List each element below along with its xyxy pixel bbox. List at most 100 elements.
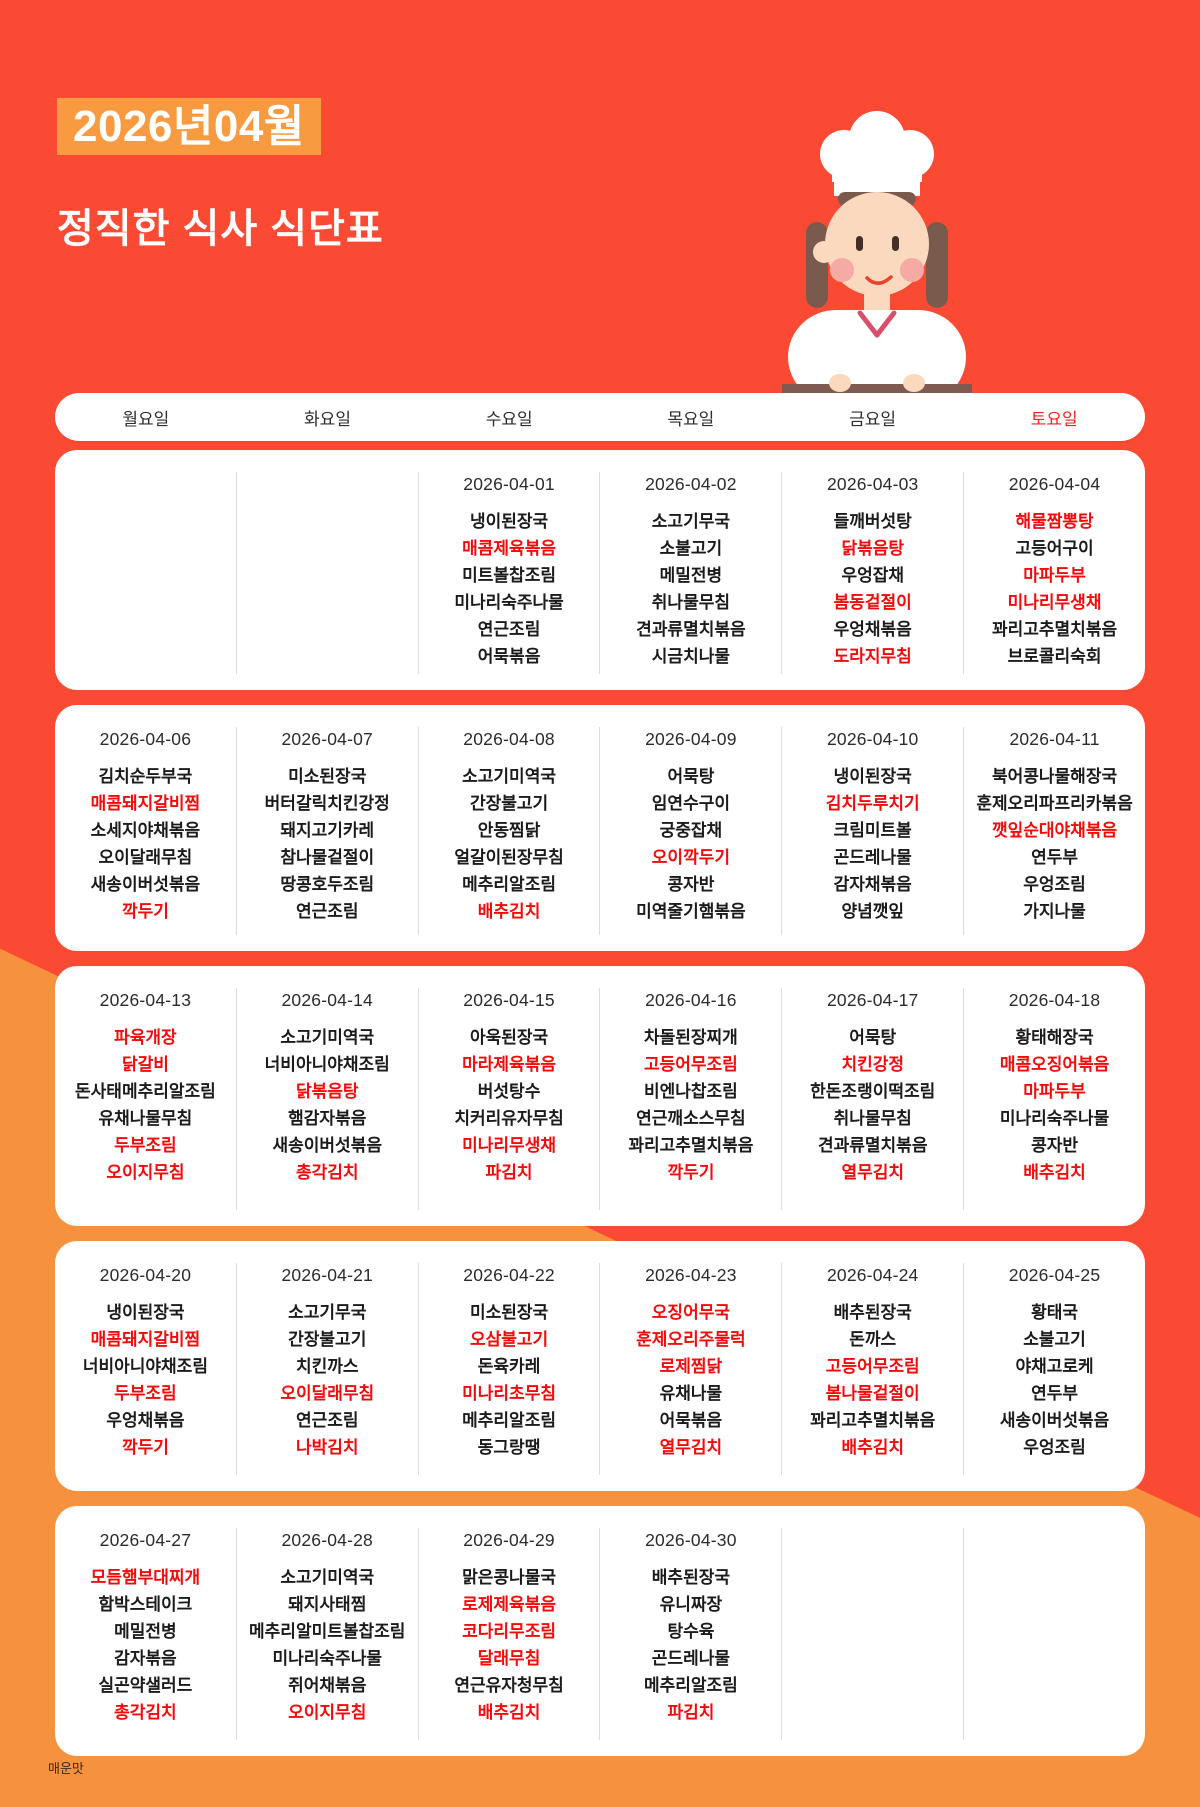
- day-cell: 2026-04-28 소고기미역국 돼지사태찜 메추리알미트볼찹조림 미나리숙주나물 쥐어…: [235, 1528, 418, 1740]
- day-cell: 2026-04-09 어묵탕 임연수구이 궁중잡채 오이깍두기 콩자반 미역줄기햄볶음: [599, 727, 781, 935]
- weekday-label-4: 금요일: [849, 409, 896, 429]
- menu-item: 김치두루치기: [825, 794, 920, 813]
- menu-item: 마파두부: [1023, 1082, 1086, 1101]
- day-cell: 2026-04-04 해물짬뽕탕 고등어구이 마파두부 미나리무생채 꽈리고추멸치볶음 브로…: [963, 472, 1145, 674]
- menu-item: 깍두기: [667, 1163, 715, 1182]
- menu-item: 모듬햄부대찌개: [90, 1568, 201, 1587]
- chef-hand-left: [829, 374, 851, 392]
- menu-item: 달래무침: [477, 1649, 541, 1668]
- weekday-label-5: 토요일: [1030, 409, 1078, 429]
- menu-item: 미소된장국: [469, 1303, 549, 1322]
- menu-item: 배추김치: [1023, 1163, 1086, 1182]
- date-label: 2026-04-20: [99, 1265, 192, 1285]
- date-label: 2026-04-14: [281, 990, 373, 1010]
- menu-item: 메밀전병: [114, 1622, 177, 1641]
- date-label: 2026-04-30: [645, 1530, 737, 1550]
- chef-eye-right: [892, 236, 899, 251]
- menu-item: 두부조림: [114, 1384, 177, 1403]
- menu-item: 새송이버섯볶음: [999, 1411, 1110, 1430]
- menu-item: 차돌된장찌개: [643, 1028, 738, 1047]
- menu-item: 총각김치: [295, 1163, 359, 1182]
- menu-item: 소고기미역국: [462, 767, 556, 786]
- menu-item: 시금치나물: [651, 647, 730, 666]
- menu-item: 매콤제육볶음: [462, 539, 556, 558]
- menu-item: 열무김치: [841, 1163, 904, 1182]
- date-label: 2026-04-24: [826, 1265, 919, 1285]
- menu-item: 우엉조림: [1023, 1438, 1086, 1457]
- menu-item: 소고기무국: [651, 512, 730, 531]
- day-cell: [963, 1528, 1145, 1740]
- date-label: 2026-04-01: [463, 474, 555, 494]
- date-label: 2026-04-04: [1008, 474, 1101, 494]
- menu-item: 들깨버섯탕: [833, 512, 912, 531]
- menu-item: 돼지사태찜: [288, 1595, 367, 1614]
- menu-list: 맑은콩나물국 로제제육볶음 코다리무조림 달래무침 연근유자청무침 배추김치: [428, 1564, 591, 1726]
- day-cell: 2026-04-14 소고기미역국 너비아니야채조림 닭볶음탕 햄감자볶음 새송이버섯볶음…: [235, 988, 418, 1210]
- day-cell: 2026-04-20 냉이된장국 매콤돼지갈비찜 너비아니야채조림 두부조림 우엉채볶음 깍…: [55, 1263, 236, 1475]
- weekday-label-0: 월요일: [122, 409, 170, 429]
- menu-item: 오이지무침: [288, 1703, 367, 1722]
- menu-item: 꽈리고추멸치볶음: [991, 620, 1118, 639]
- menu-list: 소고기무국 소불고기 메밀전병 취나물무침 견과류멸치볶음 시금치나물: [609, 508, 772, 670]
- day-cell: 2026-04-16 차돌된장찌개 고등어무조림 비엔나찹조림 연근깨소스무침 꽈리고추멸…: [599, 988, 781, 1210]
- menu-item: 연근조림: [477, 620, 541, 639]
- menu-item: 미나리숙주나물: [999, 1109, 1110, 1128]
- menu-item: 어묵탕: [667, 767, 715, 786]
- menu-item: 닭볶음탕: [295, 1082, 359, 1101]
- chef-neck: [864, 288, 890, 314]
- menu-item: 배추된장국: [833, 1303, 912, 1322]
- menu-item: 미트볼찹조림: [462, 566, 556, 585]
- menu-item: 감자볶음: [114, 1649, 177, 1668]
- page-title: 정직한 식사 식단표: [57, 207, 384, 251]
- chef-tray: [782, 384, 972, 394]
- menu-list: 소고기미역국 간장불고기 안동찜닭 얼갈이된장무침 메추리알조림 배추김치: [428, 763, 591, 925]
- menu-item: 파김치: [667, 1703, 715, 1722]
- day-cell: 2026-04-24 배추된장국 돈까스 고등어무조림 봄나물겉절이 꽈리고추멸치볶음 배추…: [781, 1263, 963, 1475]
- menu-item: 오이깍두기: [651, 848, 730, 867]
- menu-item: 버섯탕수: [477, 1082, 541, 1101]
- chef-body: [788, 310, 966, 394]
- weekday-label-3: 목요일: [667, 409, 715, 429]
- chef-illustration: [782, 111, 972, 394]
- week-card-3: 2026-04-13 파육개장 닭갈비 돈사태메추리알조림 유채나물무침 두부조림 오이지무…: [55, 966, 1145, 1226]
- menu-item: 코다리무조림: [462, 1622, 556, 1641]
- menu-item: 얼갈이된장무침: [454, 848, 564, 867]
- menu-item: 닭갈비: [121, 1055, 169, 1074]
- menu-item: 로제찜닭: [659, 1357, 723, 1376]
- date-label: 2026-04-13: [99, 990, 192, 1010]
- spicy-legend: 매운맛: [48, 1761, 84, 1776]
- date-label: 2026-04-17: [826, 990, 919, 1010]
- menu-item: 소고기미역국: [280, 1028, 375, 1047]
- menu-item: 궁중잡채: [659, 821, 723, 840]
- menu-item: 깻잎순대야채볶음: [991, 821, 1118, 840]
- menu-list: 소고기무국 간장불고기 치킨까스 오이달래무침 연근조림 나박김치: [246, 1299, 409, 1461]
- menu-list: 오징어무국 훈제오리주물럭 로제찜닭 유채나물 어묵볶음 열무김치: [609, 1299, 772, 1461]
- menu-item: 냉이된장국: [106, 1303, 185, 1322]
- menu-list: 김치순두부국 매콤돼지갈비찜 소세지야채볶음 오이달래무침 새송이버섯볶음 깍두기: [64, 763, 227, 925]
- day-cell: [781, 1528, 963, 1740]
- menu-item: 미나리초무침: [462, 1384, 556, 1403]
- menu-item: 닭볶음탕: [841, 539, 904, 558]
- menu-item: 어묵탕: [849, 1028, 897, 1047]
- menu-item: 봄동겉절이: [833, 593, 912, 612]
- menu-item: 연두부: [1031, 848, 1079, 867]
- menu-item: 새송이버섯볶음: [90, 875, 201, 894]
- chef-blush-left: [830, 258, 854, 282]
- menu-item: 깍두기: [121, 902, 169, 921]
- menu-item: 배추김치: [477, 1703, 541, 1722]
- menu-item: 미나리숙주나물: [454, 593, 564, 612]
- menu-list: 해물짬뽕탕 고등어구이 마파두부 미나리무생채 꽈리고추멸치볶음 브로콜리숙회: [973, 508, 1136, 670]
- menu-list: 북어콩나물해장국 훈제오리파프리카볶음 깻잎순대야채볶음 연두부 우엉조림 가지나물: [973, 763, 1136, 925]
- menu-item: 감자채볶음: [833, 875, 912, 894]
- menu-item: 견과류멸치볶음: [636, 620, 746, 639]
- menu-item: 황태국: [1031, 1303, 1079, 1322]
- menu-item: 도라지무침: [833, 647, 912, 666]
- date-label: 2026-04-23: [645, 1265, 737, 1285]
- date-label: 2026-04-10: [826, 729, 919, 749]
- date-label: 2026-04-21: [281, 1265, 373, 1285]
- menu-item: 배추김치: [477, 902, 541, 921]
- menu-item: 햄감자볶음: [288, 1109, 367, 1128]
- date-label: 2026-04-27: [99, 1530, 192, 1550]
- menu-item: 메밀전병: [659, 566, 723, 585]
- menu-item: 오이달래무침: [98, 848, 193, 867]
